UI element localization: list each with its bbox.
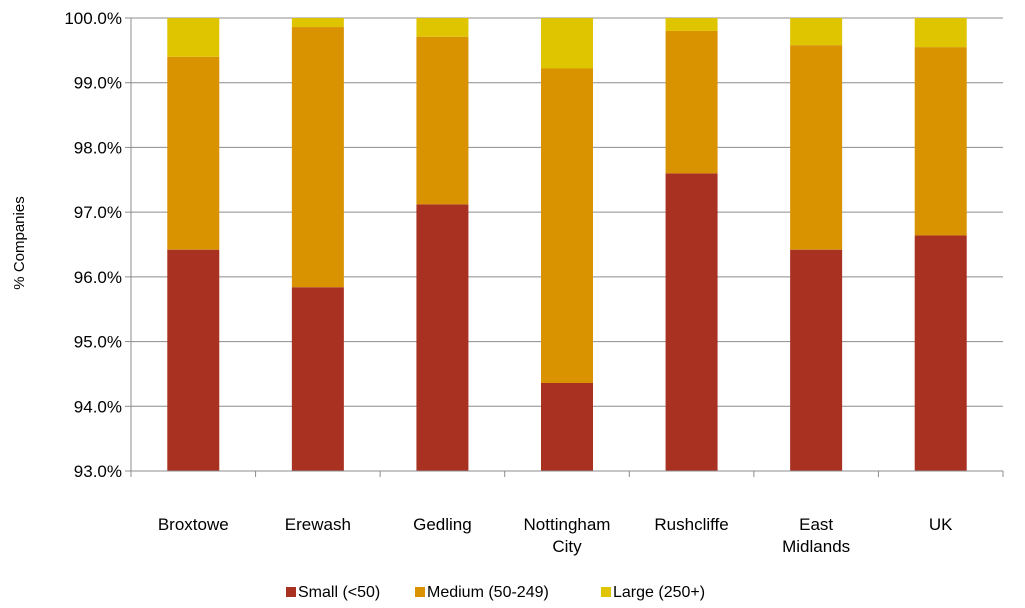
bar-segment bbox=[665, 18, 718, 31]
x-category-label: Erewash bbox=[285, 515, 351, 534]
bars bbox=[167, 18, 967, 472]
x-category-labels: Broxtowe Erewash Gedling Nottingham City Rush… bbox=[158, 515, 953, 556]
bar-segment bbox=[416, 18, 469, 37]
x-category-label: City bbox=[552, 537, 582, 556]
bar-segment bbox=[914, 235, 967, 471]
bar-segment bbox=[167, 249, 220, 471]
y-tick-label: 94.0% bbox=[74, 397, 122, 416]
legend-swatch bbox=[601, 587, 611, 597]
bar-segment bbox=[541, 68, 593, 383]
bar-segment bbox=[416, 36, 469, 205]
y-tick-labels: 93.0% 94.0% 95.0% 96.0% 97.0% 98.0% 99.0% 100.0… bbox=[64, 9, 122, 481]
legend-label: Large (250+) bbox=[613, 584, 705, 601]
bar-segment bbox=[416, 204, 469, 471]
bar-segment bbox=[665, 30, 718, 174]
legend-swatch bbox=[286, 587, 296, 597]
bar-segment bbox=[541, 18, 593, 69]
bar-segment bbox=[790, 45, 843, 250]
bar-segment bbox=[291, 287, 344, 471]
bar-segment bbox=[167, 56, 220, 250]
legend-label: Small (<50) bbox=[298, 584, 380, 601]
x-category-label: Midlands bbox=[782, 537, 850, 556]
y-tick-label: 95.0% bbox=[74, 333, 122, 352]
bar-segment bbox=[541, 382, 593, 471]
x-category-label: Gedling bbox=[413, 515, 472, 534]
x-category-label: Broxtowe bbox=[158, 515, 229, 534]
y-axis-title: % Companies bbox=[11, 196, 28, 289]
x-category-label: UK bbox=[929, 515, 953, 534]
bar-segment bbox=[790, 249, 843, 471]
y-tick-label: 97.0% bbox=[74, 203, 122, 222]
y-tick-label: 98.0% bbox=[74, 138, 122, 157]
y-tick-label: 99.0% bbox=[74, 74, 122, 93]
bar-segment bbox=[291, 18, 344, 28]
x-category-label: Rushcliffe bbox=[654, 515, 728, 534]
y-tick-label: 100.0% bbox=[64, 9, 122, 28]
legend-label: Medium (50-249) bbox=[427, 584, 549, 601]
axes bbox=[125, 17, 1004, 477]
x-category-label: Nottingham bbox=[524, 515, 611, 534]
bar-segment bbox=[914, 18, 967, 48]
bar-segment bbox=[665, 173, 718, 472]
bar-segment bbox=[914, 47, 967, 236]
bar-segment bbox=[167, 18, 220, 57]
bar-segment bbox=[291, 27, 344, 288]
bar-segment bbox=[790, 18, 843, 46]
y-tick-label: 93.0% bbox=[74, 462, 122, 481]
y-tick-label: 96.0% bbox=[74, 268, 122, 287]
legend-swatch bbox=[415, 587, 425, 597]
legend: Small (<50) Medium (50-249) Large (250+) bbox=[286, 584, 705, 601]
x-category-label: East bbox=[799, 515, 833, 534]
